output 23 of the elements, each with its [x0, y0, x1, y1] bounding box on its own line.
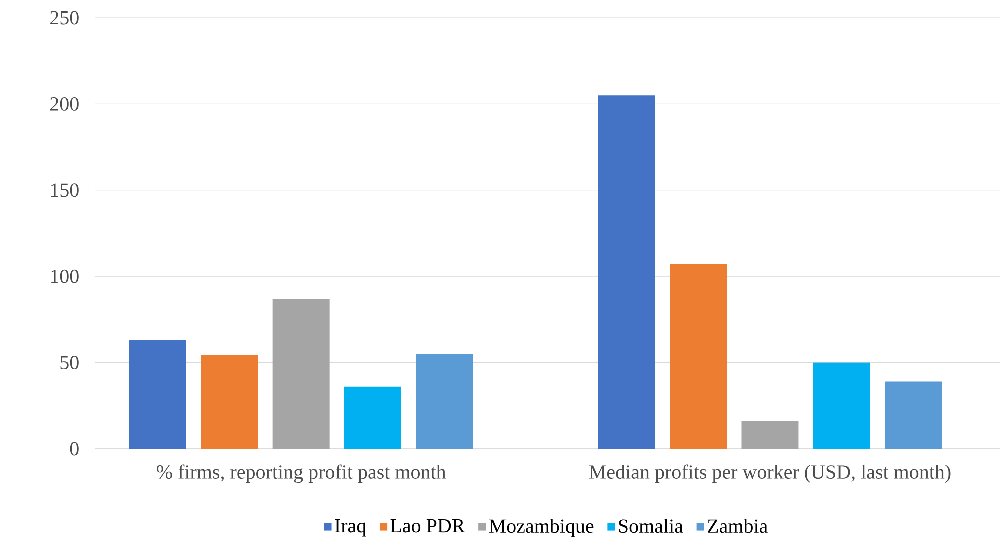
legend-label: Iraq	[335, 519, 366, 537]
legend-label: Mozambique	[489, 519, 594, 538]
legend-label: Somalia	[619, 519, 684, 534]
bar	[201, 355, 258, 449]
bar	[598, 96, 656, 449]
bar	[129, 340, 186, 449]
y-tick-label: 150	[51, 184, 79, 198]
y-tick-label: 250	[50, 11, 79, 25]
x-tick-label: Median profits per worker (USD, last month)	[589, 464, 951, 484]
y-tick-label: 200	[50, 97, 79, 111]
bar	[813, 362, 870, 449]
legend-label: Lao PDR	[390, 519, 466, 533]
bar	[272, 299, 330, 449]
legend-label: Zambia	[708, 519, 768, 534]
bar	[416, 354, 474, 449]
y-tick-label: 0	[70, 442, 79, 456]
x-tick-label: % firms, reporting profit past month	[157, 464, 446, 484]
bar	[670, 264, 728, 449]
bar	[742, 421, 799, 449]
y-tick-label: 50	[60, 356, 79, 370]
bar	[885, 382, 942, 449]
bar	[344, 386, 402, 449]
y-tick-label: 100	[51, 270, 79, 284]
